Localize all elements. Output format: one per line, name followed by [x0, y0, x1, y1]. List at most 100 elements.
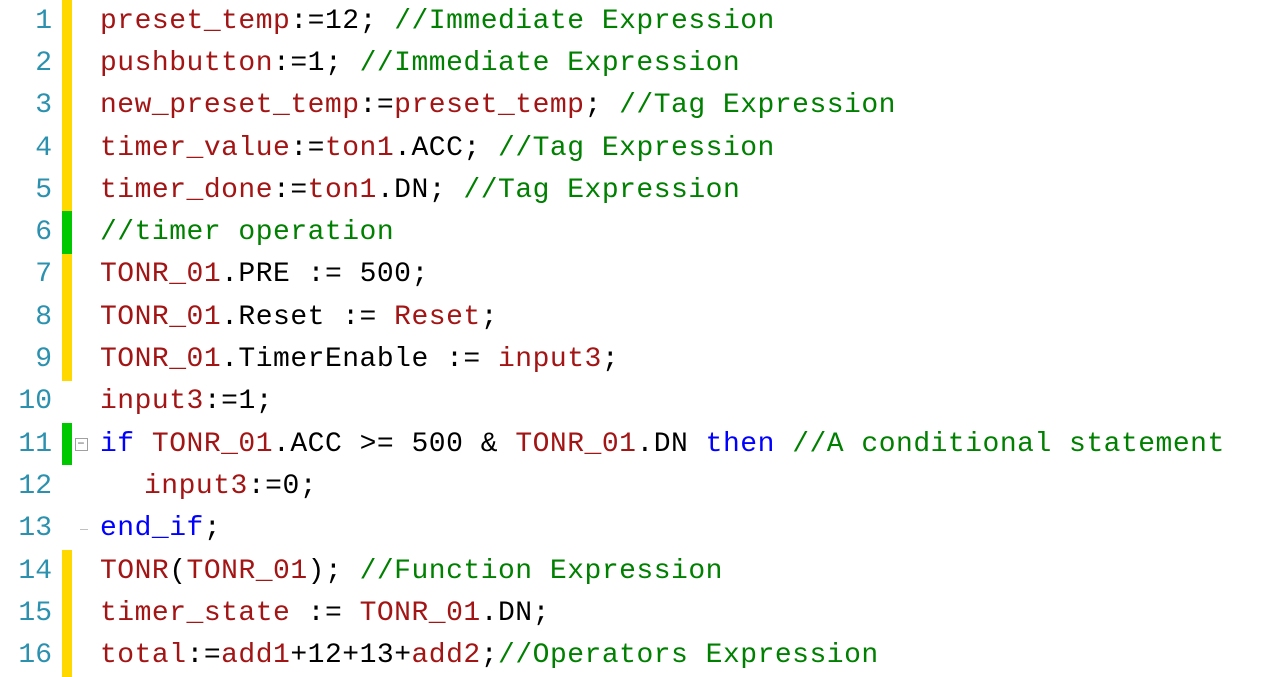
token-id: TONR_01: [152, 429, 273, 460]
token-op: +: [290, 640, 307, 671]
code-line[interactable]: 4 timer_value:=ton1.ACC; //Tag Expression: [0, 127, 1270, 169]
token-num: 13: [360, 640, 395, 671]
token-id: add2: [412, 640, 481, 671]
code-line[interactable]: 5 timer_done:=ton1.DN; //Tag Expression: [0, 169, 1270, 211]
code-line[interactable]: 1 preset_temp:=12; //Immediate Expression: [0, 0, 1270, 42]
token-id: TONR_01: [515, 429, 636, 460]
token-num: 12: [308, 640, 343, 671]
token-id: total: [100, 640, 187, 671]
code-content[interactable]: TONR(TONR_01); //Function Expression: [90, 556, 723, 587]
line-number: 16: [0, 640, 62, 671]
code-content[interactable]: input3:=0;: [90, 471, 317, 502]
token-id: preset_temp: [394, 90, 584, 121]
token-op: :=: [290, 133, 325, 164]
code-content[interactable]: end_if;: [90, 513, 221, 544]
token-op: ;: [533, 598, 550, 629]
token-op: +: [394, 640, 411, 671]
code-line[interactable]: 14TONR(TONR_01); //Function Expression: [0, 550, 1270, 592]
token-op: :=: [290, 598, 359, 629]
token-op: ;: [429, 175, 446, 206]
token-id: pushbutton: [100, 48, 273, 79]
change-marker: [62, 211, 72, 253]
token-id: TONR_01: [100, 302, 221, 333]
token-id: add1: [221, 640, 290, 671]
token-op: ;: [411, 259, 428, 290]
change-marker: [62, 423, 72, 465]
code-line[interactable]: 11−if TONR_01.ACC >= 500 & TONR_01.DN th…: [0, 423, 1270, 465]
code-editor[interactable]: 1preset_temp:=12; //Immediate Expression…: [0, 0, 1270, 677]
token-mem: .ACC: [394, 133, 463, 164]
token-id: TONR_01: [100, 344, 221, 375]
fold-gutter[interactable]: −: [72, 438, 90, 451]
code-line[interactable]: 2 pushbutton:=1; //Immediate Expression: [0, 42, 1270, 84]
token-num: 500: [411, 429, 463, 460]
token-id: new_preset_temp: [100, 90, 360, 121]
token-cm: //Tag Expression: [498, 133, 775, 164]
line-number: 1: [0, 6, 62, 37]
code-content[interactable]: input3:=1;: [90, 386, 273, 417]
change-marker: [62, 592, 72, 634]
code-content[interactable]: timer_value:=ton1.ACC; //Tag Expression: [90, 133, 775, 164]
token-mem: .TimerEnable: [221, 344, 446, 375]
token-cm: //Immediate Expression: [360, 48, 741, 79]
fold-collapse-icon[interactable]: −: [75, 438, 88, 451]
token-op: :=: [204, 386, 239, 417]
line-number: 13: [0, 513, 62, 544]
token-op: (: [169, 556, 186, 587]
code-content[interactable]: timer_state := TONR_01.DN;: [90, 598, 550, 629]
code-content[interactable]: if TONR_01.ACC >= 500 & TONR_01.DN then …: [90, 429, 1225, 460]
line-number: 4: [0, 133, 62, 164]
token-cm: //Immediate Expression: [394, 6, 775, 37]
code-line[interactable]: 3new_preset_temp:=preset_temp; //Tag Exp…: [0, 85, 1270, 127]
change-marker: [62, 338, 72, 380]
code-content[interactable]: pushbutton:=1; //Immediate Expression: [90, 48, 740, 79]
token-kw: then: [706, 429, 775, 460]
change-marker: [62, 634, 72, 676]
token-id: input3: [144, 471, 248, 502]
token-op: :=: [273, 48, 308, 79]
line-number: 9: [0, 344, 62, 375]
line-number: 2: [0, 48, 62, 79]
token-op: :=: [290, 6, 325, 37]
line-number: 15: [0, 598, 62, 629]
code-content[interactable]: TONR_01.Reset := Reset;: [90, 302, 498, 333]
token-op: ;: [360, 6, 377, 37]
code-line[interactable]: 10input3:=1;: [0, 381, 1270, 423]
token-op: +: [342, 640, 359, 671]
code-content[interactable]: total:=add1+12+13+add2;//Operators Expre…: [90, 640, 879, 671]
token-op: :=: [248, 471, 283, 502]
code-content[interactable]: //timer operation: [90, 217, 394, 248]
code-content[interactable]: timer_done:=ton1.DN; //Tag Expression: [90, 175, 740, 206]
line-number: 8: [0, 302, 62, 333]
code-line[interactable]: 6//timer operation: [0, 211, 1270, 253]
token-op: ;: [602, 344, 619, 375]
code-line[interactable]: 9 TONR_01.TimerEnable := input3;: [0, 338, 1270, 380]
code-line[interactable]: 15 timer_state := TONR_01.DN;: [0, 592, 1270, 634]
token-id: TONR_01: [187, 556, 308, 587]
code-content[interactable]: TONR_01.TimerEnable := input3;: [90, 344, 619, 375]
code-content[interactable]: new_preset_temp:=preset_temp; //Tag Expr…: [90, 90, 896, 121]
code-content[interactable]: preset_temp:=12; //Immediate Expression: [90, 6, 775, 37]
code-line[interactable]: 7TONR_01.PRE := 500;: [0, 254, 1270, 296]
code-line[interactable]: 8 TONR_01.Reset := Reset;: [0, 296, 1270, 338]
code-line[interactable]: 13 end_if;: [0, 508, 1270, 550]
code-line[interactable]: 16 total:=add1+12+13+add2;//Operators Exp…: [0, 634, 1270, 676]
line-number: 11: [0, 429, 62, 460]
token-kw: if: [100, 429, 135, 460]
token-op: :=: [308, 259, 360, 290]
token-num: 0: [282, 471, 299, 502]
code-content[interactable]: TONR_01.PRE := 500;: [90, 259, 429, 290]
token-mem: .DN: [481, 598, 533, 629]
line-number: 5: [0, 175, 62, 206]
token-op: &: [463, 429, 515, 460]
change-marker: [62, 127, 72, 169]
token-op: ;: [481, 302, 498, 333]
token-id: input3: [100, 386, 204, 417]
change-marker: [62, 42, 72, 84]
code-line[interactable]: 12 input3:=0;: [0, 465, 1270, 507]
change-marker: [62, 465, 72, 507]
change-marker: [62, 85, 72, 127]
token-op: ;: [256, 386, 273, 417]
line-number: 12: [0, 471, 62, 502]
token-num: 500: [360, 259, 412, 290]
